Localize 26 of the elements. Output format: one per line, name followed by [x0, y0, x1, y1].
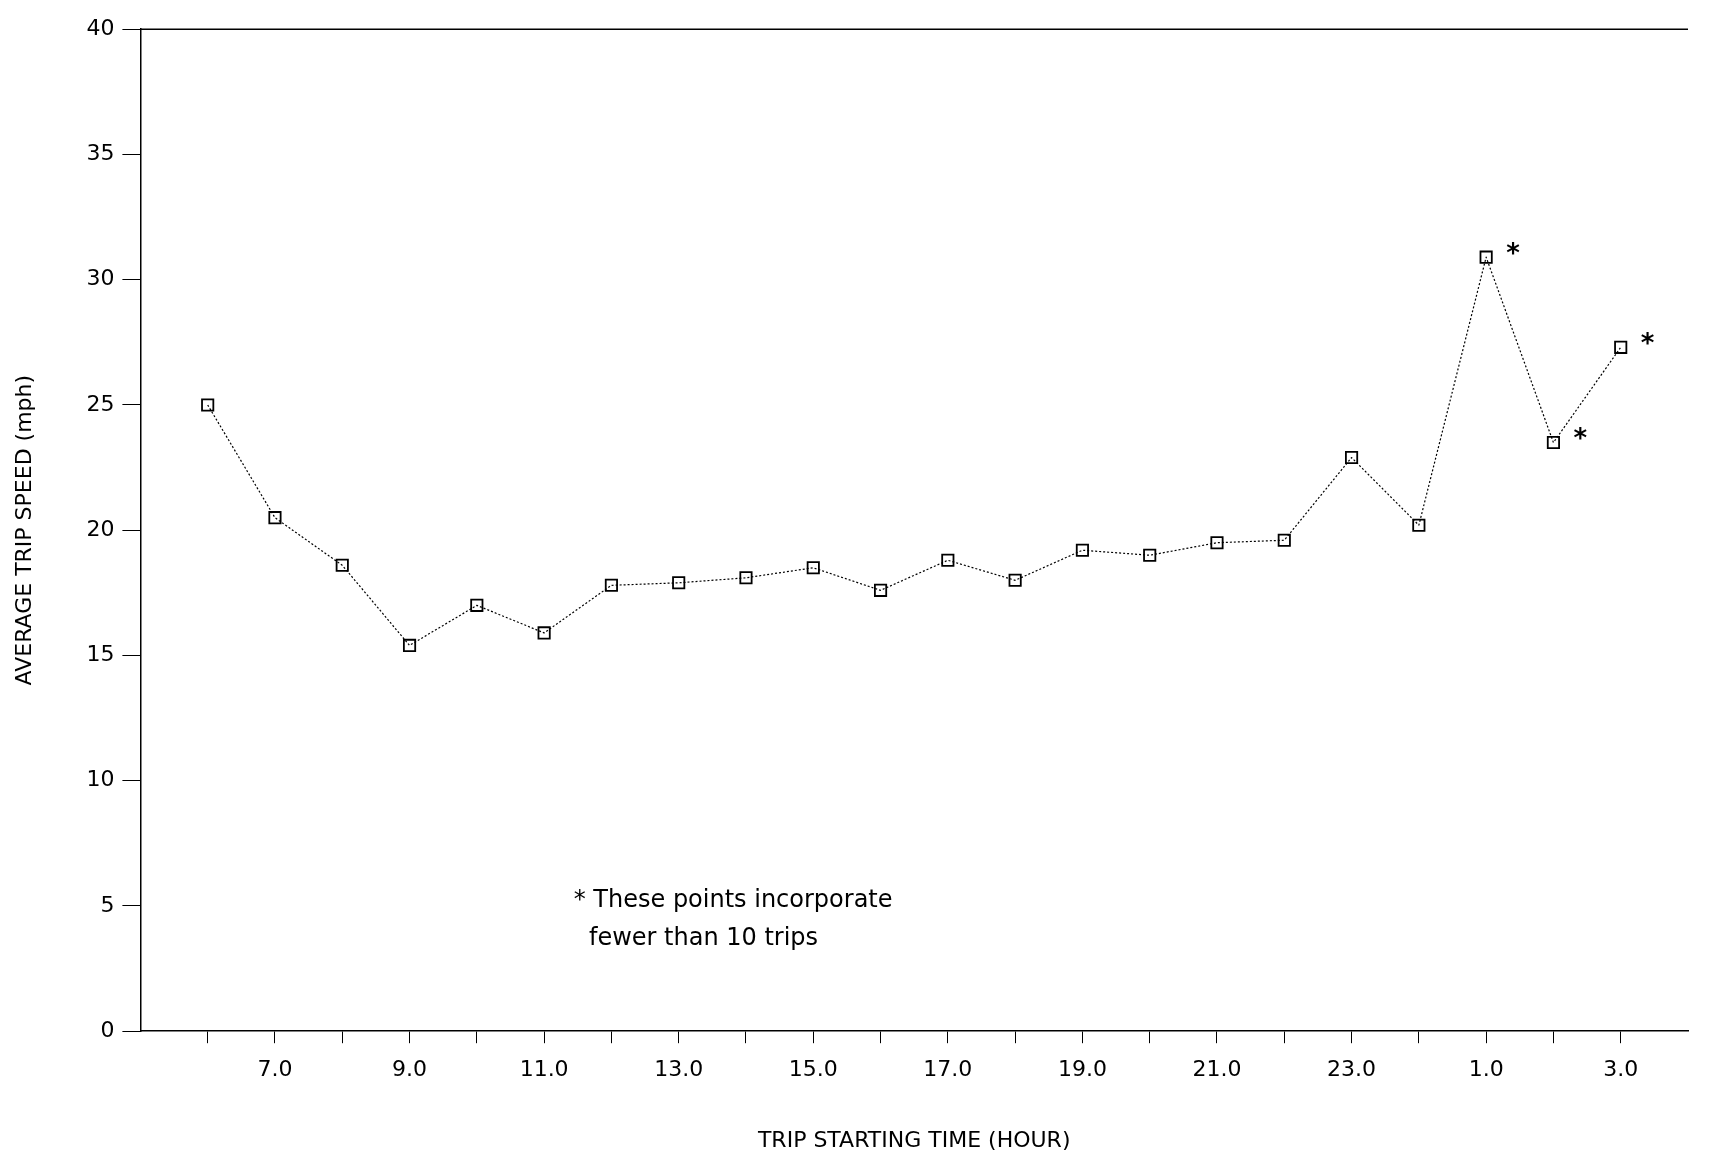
y-tick-label: 25	[86, 390, 115, 416]
data-label: *	[1640, 328, 1655, 359]
x-tick-label: 15.0	[788, 1056, 838, 1082]
x-tick-label: 9.0	[392, 1056, 428, 1082]
y-tick-label: 10	[86, 766, 115, 792]
x-tick-label: 7.0	[257, 1056, 293, 1082]
y-tick-label: 30	[86, 265, 115, 291]
y-tick-label: 35	[86, 140, 115, 166]
y-axis-title: AVERAGE TRIP SPEED (mph)	[10, 374, 36, 686]
y-tick-label: 40	[86, 14, 115, 40]
x-tick-label: 13.0	[654, 1056, 704, 1082]
x-tick-label: 1.0	[1468, 1056, 1504, 1082]
x-tick-label: 21.0	[1192, 1056, 1242, 1082]
y-tick-label: 0	[100, 1016, 115, 1042]
y-tick-label: 15	[86, 641, 115, 667]
x-tick-label: 17.0	[923, 1056, 973, 1082]
y-tick-label: 5	[100, 891, 115, 917]
annotation: * These points incorporate fewer than 10 trips	[573, 885, 893, 952]
y-tick-label: 20	[86, 515, 115, 541]
data-label: *	[1506, 237, 1521, 268]
x-tick-label: 11.0	[519, 1056, 569, 1082]
x-tick-label: 3.0	[1603, 1056, 1639, 1082]
x-axis-title: TRIP STARTING TIME (HOUR)	[756, 1126, 1071, 1152]
x-tick-label: 23.0	[1327, 1056, 1377, 1082]
data-label: *	[1573, 423, 1588, 454]
x-tick-label: 19.0	[1057, 1056, 1107, 1082]
